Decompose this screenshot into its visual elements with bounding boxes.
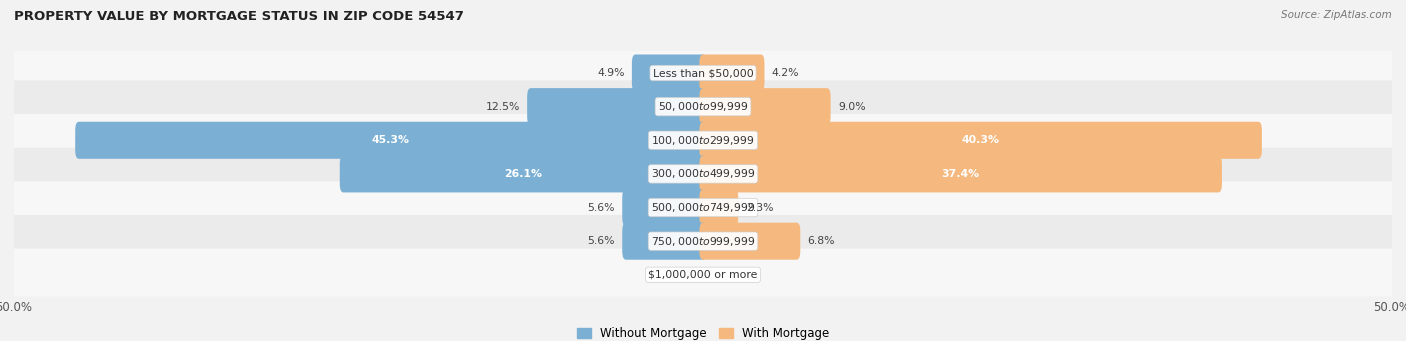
FancyBboxPatch shape [631,55,707,91]
FancyBboxPatch shape [10,215,1396,267]
FancyBboxPatch shape [699,122,1261,159]
FancyBboxPatch shape [699,55,765,91]
Text: 5.6%: 5.6% [588,203,614,212]
FancyBboxPatch shape [10,181,1396,234]
Text: $50,000 to $99,999: $50,000 to $99,999 [658,100,748,113]
FancyBboxPatch shape [10,47,1396,99]
FancyBboxPatch shape [623,189,707,226]
Text: 12.5%: 12.5% [485,102,520,112]
FancyBboxPatch shape [10,249,1396,301]
FancyBboxPatch shape [10,148,1396,200]
Text: 45.3%: 45.3% [373,135,411,145]
Legend: Without Mortgage, With Mortgage: Without Mortgage, With Mortgage [572,322,834,341]
Text: $300,000 to $499,999: $300,000 to $499,999 [651,167,755,180]
FancyBboxPatch shape [699,189,738,226]
Text: 6.8%: 6.8% [807,236,835,246]
FancyBboxPatch shape [623,223,707,260]
FancyBboxPatch shape [699,223,800,260]
Text: 37.4%: 37.4% [942,169,980,179]
Text: 4.2%: 4.2% [772,68,800,78]
Text: 26.1%: 26.1% [505,169,543,179]
Text: 40.3%: 40.3% [962,135,1000,145]
FancyBboxPatch shape [699,155,1222,192]
Text: PROPERTY VALUE BY MORTGAGE STATUS IN ZIP CODE 54547: PROPERTY VALUE BY MORTGAGE STATUS IN ZIP… [14,10,464,23]
Text: 4.9%: 4.9% [598,68,624,78]
FancyBboxPatch shape [10,114,1396,166]
Text: 9.0%: 9.0% [838,102,866,112]
Text: 5.6%: 5.6% [588,236,614,246]
FancyBboxPatch shape [10,80,1396,133]
FancyBboxPatch shape [527,88,707,125]
FancyBboxPatch shape [76,122,707,159]
Text: 2.3%: 2.3% [745,203,773,212]
Text: $1,000,000 or more: $1,000,000 or more [648,270,758,280]
Text: $500,000 to $749,999: $500,000 to $749,999 [651,201,755,214]
Text: Source: ZipAtlas.com: Source: ZipAtlas.com [1281,10,1392,20]
FancyBboxPatch shape [699,88,831,125]
Text: $750,000 to $999,999: $750,000 to $999,999 [651,235,755,248]
Text: $100,000 to $299,999: $100,000 to $299,999 [651,134,755,147]
FancyBboxPatch shape [340,155,707,192]
Text: Less than $50,000: Less than $50,000 [652,68,754,78]
